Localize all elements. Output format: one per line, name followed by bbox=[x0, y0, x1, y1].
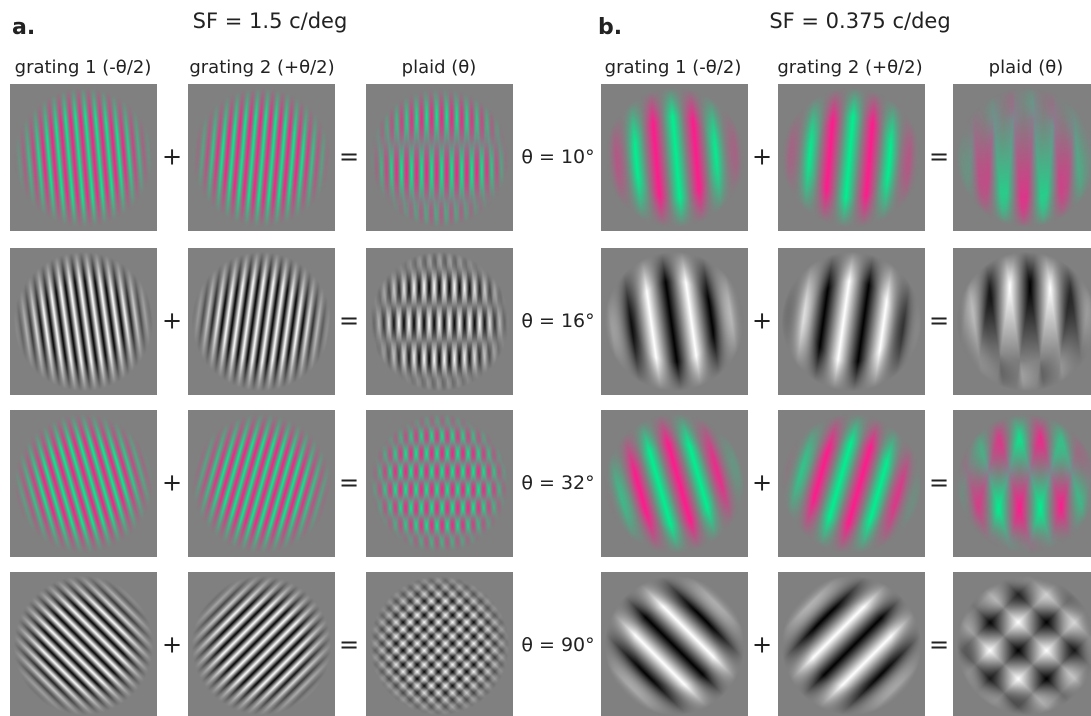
plus-sign: + bbox=[162, 307, 182, 335]
plaid-image bbox=[366, 410, 513, 557]
grating-image bbox=[188, 248, 335, 395]
grating-image bbox=[188, 84, 335, 231]
plus-sign: + bbox=[752, 143, 772, 171]
equals-sign: = bbox=[929, 469, 949, 497]
panel-label: b. bbox=[598, 15, 622, 40]
row-label: θ = 32° bbox=[521, 472, 594, 494]
plus-sign: + bbox=[162, 631, 182, 659]
equals-sign: = bbox=[929, 631, 949, 659]
grating-image bbox=[778, 248, 925, 395]
grating-image bbox=[188, 410, 335, 557]
grating-image bbox=[10, 248, 157, 395]
grating-image bbox=[601, 410, 748, 557]
equals-sign: = bbox=[929, 143, 949, 171]
column-header: grating 2 (+θ/2) bbox=[189, 57, 334, 78]
panel-label: a. bbox=[12, 15, 35, 40]
plus-sign: + bbox=[162, 469, 182, 497]
plaid-image bbox=[366, 248, 513, 395]
equals-sign: = bbox=[339, 469, 359, 497]
grating-image bbox=[601, 248, 748, 395]
plus-sign: + bbox=[752, 307, 772, 335]
column-header: grating 1 (-θ/2) bbox=[15, 57, 152, 78]
equals-sign: = bbox=[339, 307, 359, 335]
grating-image bbox=[778, 84, 925, 231]
row-label: θ = 10° bbox=[521, 146, 594, 168]
equals-sign: = bbox=[929, 307, 949, 335]
grating-image bbox=[778, 410, 925, 557]
grating-image bbox=[10, 572, 157, 716]
plaid-image bbox=[366, 572, 513, 716]
grating-image bbox=[601, 572, 748, 716]
grating-image bbox=[10, 84, 157, 231]
grating-image bbox=[601, 84, 748, 231]
equals-sign: = bbox=[339, 631, 359, 659]
plus-sign: + bbox=[752, 469, 772, 497]
plaid-image bbox=[366, 84, 513, 231]
plus-sign: + bbox=[162, 143, 182, 171]
row-label: θ = 16° bbox=[521, 310, 594, 332]
column-header: grating 2 (+θ/2) bbox=[777, 57, 922, 78]
column-header: grating 1 (-θ/2) bbox=[605, 57, 742, 78]
column-header: plaid (θ) bbox=[402, 57, 477, 78]
plus-sign: + bbox=[752, 631, 772, 659]
column-header: plaid (θ) bbox=[989, 57, 1064, 78]
panel-title: SF = 1.5 c/deg bbox=[193, 9, 348, 33]
plaid-image bbox=[953, 248, 1091, 395]
grating-image bbox=[10, 410, 157, 557]
plaid-image bbox=[953, 572, 1091, 716]
equals-sign: = bbox=[339, 143, 359, 171]
row-label: θ = 90° bbox=[521, 634, 594, 656]
grating-image bbox=[778, 572, 925, 716]
grating-image bbox=[188, 572, 335, 716]
plaid-image bbox=[953, 410, 1091, 557]
plaid-image bbox=[953, 84, 1091, 231]
panel-title: SF = 0.375 c/deg bbox=[769, 9, 950, 33]
